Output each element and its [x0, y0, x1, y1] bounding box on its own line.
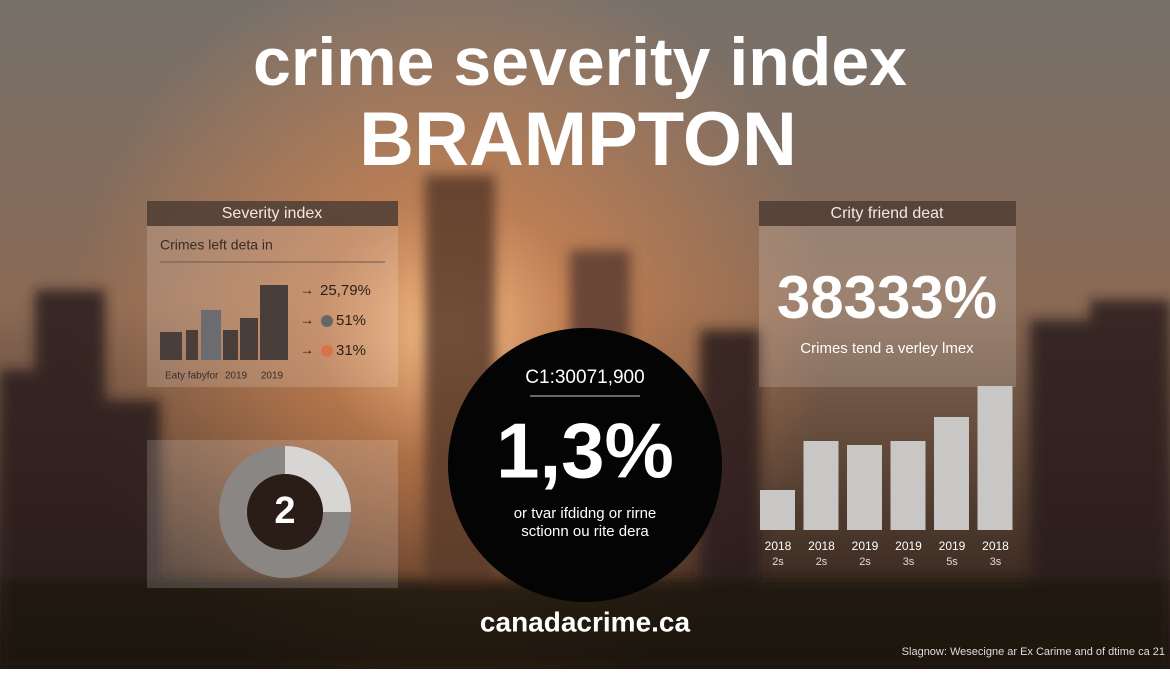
bar	[760, 490, 795, 530]
legend-arrow: →	[300, 282, 314, 298]
bar	[977, 386, 1013, 530]
title: crime severity index	[253, 24, 907, 100]
footer-site: canadacrime.ca	[480, 606, 691, 637]
bar	[186, 330, 198, 360]
axis-label: 2019	[225, 371, 248, 382]
bar	[847, 445, 882, 530]
bar	[803, 441, 839, 530]
circle-text: or tvar ifdidng or rirne	[514, 505, 657, 522]
circle-big: 1,3%	[496, 407, 674, 495]
x-tick-sublabel: 2s	[816, 556, 828, 568]
legend-value: 25,79%	[320, 282, 371, 299]
circle-top: C1:30071,900	[525, 367, 644, 388]
panel-heading: Crity friend deat	[831, 205, 944, 222]
circle-text: sctionn ou rite dera	[521, 523, 649, 540]
bar	[160, 332, 182, 360]
panel-big: 38333%	[777, 264, 997, 331]
panel-heading: Severity index	[222, 205, 323, 222]
mini-chart	[160, 285, 288, 360]
legend-arrow: →	[300, 342, 314, 358]
city: BRAMPTON	[359, 97, 797, 182]
legend-arrow: →	[300, 312, 314, 328]
panel-header	[147, 201, 398, 226]
x-tick-label: 2018	[808, 539, 835, 553]
x-tick-sublabel: 2s	[772, 556, 784, 568]
center-circle	[448, 328, 722, 602]
donut-center	[247, 474, 323, 550]
bar	[934, 417, 969, 530]
bar	[890, 441, 926, 530]
panel-subtitle: Crimes left deta in	[160, 237, 273, 253]
panel-caption: Crimes tend a verley lmex	[800, 340, 974, 357]
x-tick-sublabel: 2s	[859, 556, 871, 568]
legend-value: 51%	[336, 312, 366, 329]
bar	[201, 310, 221, 360]
panel-header	[759, 201, 1016, 226]
legend-dot	[321, 345, 333, 357]
x-tick-label: 2018	[982, 539, 1009, 553]
x-tick-label: 2019	[852, 539, 879, 553]
donut-ring	[284, 446, 351, 513]
footer-note: Slagnow: Wesecigne ar Ex Carime and of d…	[902, 646, 1165, 658]
axis-label: 2019	[261, 371, 284, 382]
legend-value: 31%	[336, 342, 366, 359]
x-tick-sublabel: 5s	[946, 556, 958, 568]
bar	[260, 285, 288, 360]
donut-value: 2	[274, 490, 295, 532]
bar	[240, 318, 258, 360]
x-tick-sublabel: 3s	[990, 556, 1002, 568]
x-tick-label: 2019	[939, 539, 966, 553]
panel	[759, 226, 1016, 387]
x-tick-label: 2019	[895, 539, 922, 553]
axis-label: Eaty fabyfor	[165, 371, 219, 382]
x-tick-sublabel: 3s	[903, 556, 915, 568]
legend-dot	[321, 315, 333, 327]
x-tick-label: 2018	[765, 539, 792, 553]
bar-chart: 2018 2s 2018 2s 2019 2s 2019 3s 2019 5s 2018 3s	[760, 386, 1013, 568]
bar	[223, 330, 238, 360]
